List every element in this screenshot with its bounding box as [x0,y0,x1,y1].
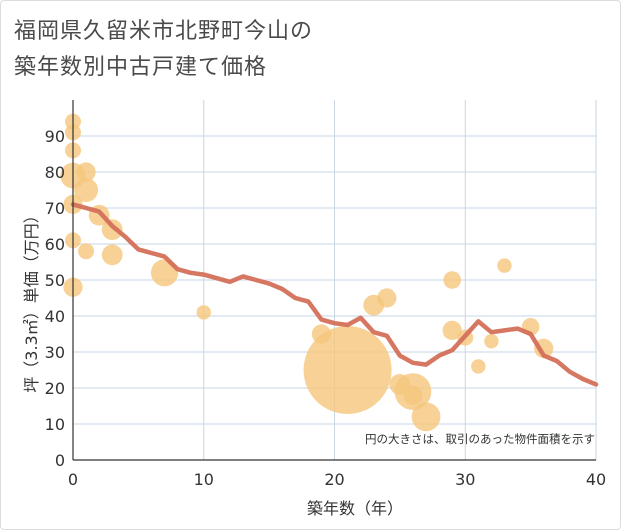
data-bubble [196,305,211,320]
x-tick-label: 10 [194,470,214,489]
y-tick-label: 40 [45,307,65,326]
y-tick-label: 50 [45,271,65,290]
bubble-size-note: 円の大きさは、取引のあった物件面積を示す [365,432,595,446]
x-tick-label: 30 [455,470,475,489]
y-tick-label: 70 [45,199,65,218]
data-bubble [443,271,461,289]
data-bubble [303,326,392,414]
chart-title-line-2: 築年数別中古戸建て価格 [14,55,268,80]
tick-layer: 0 10 20 30 40 0 10 20 30 40 50 60 70 80 90 [45,127,607,489]
data-bubble [78,243,95,260]
data-bubble [74,178,99,202]
axis-layer [72,100,596,461]
data-bubble [76,162,96,182]
data-bubble [101,219,123,241]
data-bubble [377,288,397,308]
y-tick-label: 60 [45,235,65,254]
x-tick-label: 20 [324,470,344,489]
chart-title: 福岡県久留米市北野町今山の 築年数別中古戸建て価格 [14,14,574,86]
y-tick-label: 90 [45,127,65,146]
grid-layer [73,100,597,460]
data-bubble [101,244,123,266]
y-tick-label: 20 [45,379,65,398]
data-bubble [442,320,462,340]
trend-layer [70,202,599,387]
chart-title-line-1: 福岡県久留米市北野町今山の [14,19,314,44]
y-tick-label: 80 [45,163,65,182]
y-tick-label: 0 [55,451,65,470]
x-tick-label: 0 [68,470,78,489]
y-axis-label: 坪（3.3㎡）単価（万円） [22,207,41,392]
trend-line [70,202,599,387]
x-axis-label: 築年数（年） [307,499,403,518]
data-bubble [471,359,486,374]
y-tick-label: 30 [45,343,65,362]
data-bubble [411,402,441,432]
x-tick-label: 40 [586,470,606,489]
data-bubble [497,258,512,273]
data-bubble [484,334,499,349]
y-tick-label: 10 [45,415,65,434]
bubble-layer [60,113,554,432]
data-bubble [403,385,423,405]
